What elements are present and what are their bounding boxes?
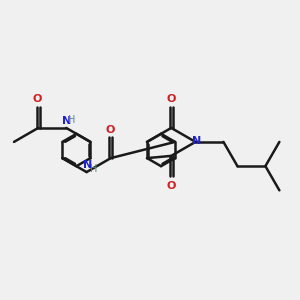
Text: O: O xyxy=(105,124,115,134)
Text: O: O xyxy=(33,94,42,104)
Text: O: O xyxy=(167,181,176,191)
Text: H: H xyxy=(89,164,97,174)
Text: H: H xyxy=(68,115,76,125)
Text: N: N xyxy=(62,116,72,126)
Text: N: N xyxy=(83,160,92,170)
Text: N: N xyxy=(192,136,201,146)
Text: O: O xyxy=(167,94,176,104)
